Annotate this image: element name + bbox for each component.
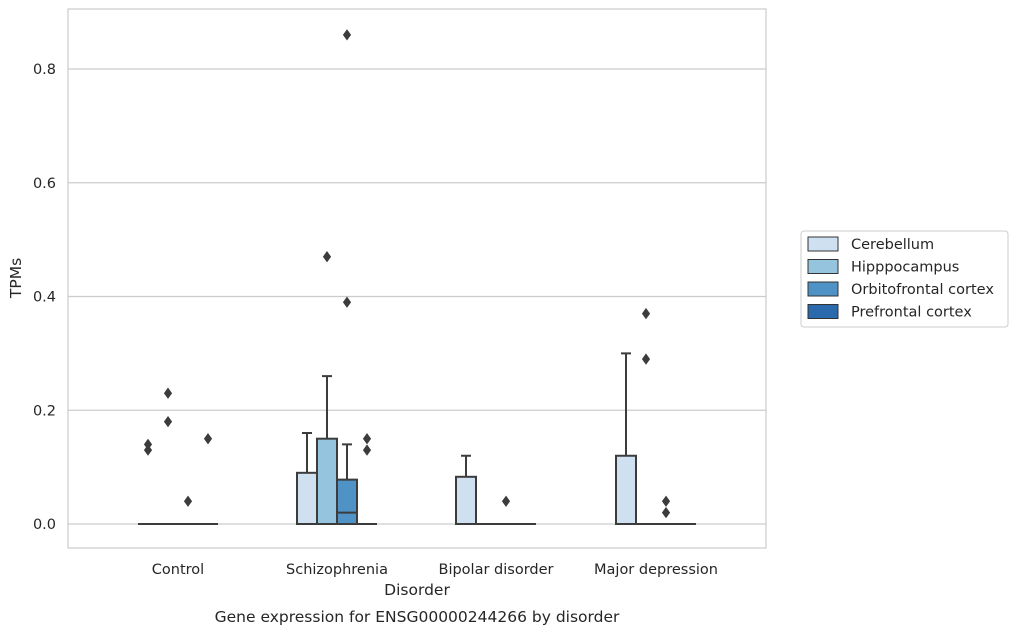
y-tick-label: 0.2 (33, 403, 56, 419)
box-rect (455, 475, 477, 526)
legend-frame (800, 230, 1009, 328)
legend-swatch (807, 281, 839, 297)
box-element (656, 495, 676, 525)
y-gridlines (68, 68, 766, 525)
box-element (336, 29, 358, 526)
x-tick-label: Control (152, 562, 204, 578)
y-axis-title: TPMs (7, 258, 25, 299)
legend-label: Hipppocampus (851, 260, 959, 276)
x-tick-labels: Control Schizophrenia Bipolar disorder Majo… (152, 562, 718, 578)
x-axis-title: Disorder (384, 581, 450, 599)
box-element (615, 352, 637, 525)
y-tick-label: 0.6 (33, 176, 56, 192)
plot-area-frame (67, 8, 767, 549)
box-series-layer (138, 29, 696, 526)
legend-items: Cerebellum Hipppocampus Orbitofrontal cort… (807, 236, 994, 321)
box-element (636, 307, 656, 525)
box-element (296, 432, 318, 525)
y-tick-labels: 0.0 0.2 0.4 0.6 0.8 (33, 62, 56, 533)
outlier-point (183, 495, 193, 507)
legend-swatch (807, 236, 839, 252)
legend-label: Cerebellum (851, 237, 934, 253)
series-prefrontal-cortex (198, 433, 696, 525)
legend-item: Hipppocampus (807, 259, 959, 276)
box-element (138, 438, 158, 525)
outlier-point (661, 495, 671, 507)
legend-label: Prefrontal cortex (851, 305, 972, 321)
x-tick-label: Bipolar disorder (439, 562, 554, 578)
box-rect (615, 454, 637, 525)
outlier-point (641, 307, 651, 320)
box-element (198, 433, 218, 525)
legend: Cerebellum Hipppocampus Orbitofrontal cort… (800, 230, 1009, 328)
box-rect (296, 471, 318, 525)
y-tick-label: 0.4 (33, 290, 56, 306)
outlier-point (661, 506, 671, 519)
series-orbitofrontal-cortex (178, 29, 676, 526)
outlier-point (203, 433, 213, 445)
box-element (455, 454, 477, 526)
box-element (496, 495, 516, 525)
box-rect (316, 437, 338, 525)
legend-swatch (807, 304, 839, 319)
series-cerebellum (138, 352, 637, 526)
outlier-point (143, 444, 153, 456)
outlier-point (163, 415, 173, 428)
legend-item: Cerebellum (807, 236, 934, 253)
outlier-point (362, 444, 372, 456)
outlier-point (342, 29, 352, 41)
box-element (178, 495, 198, 525)
x-tick-label: Major depression (594, 562, 718, 578)
legend-item: Orbitofrontal cortex (807, 281, 994, 298)
outlier-point (362, 433, 372, 445)
box-rect (336, 478, 358, 526)
outlier-point (322, 251, 332, 263)
outlier-point (641, 353, 651, 365)
legend-swatch (807, 259, 839, 274)
outlier-point (501, 495, 511, 507)
x-tick-label: Schizophrenia (286, 562, 388, 578)
box-element (316, 251, 338, 525)
legend-item: Prefrontal cortex (807, 304, 972, 321)
box-element (158, 387, 178, 525)
y-tick-label: 0.0 (33, 517, 56, 533)
legend-label: Orbitofrontal cortex (851, 282, 994, 298)
box-element (357, 433, 377, 525)
figure-caption: Gene expression for ENSG00000244266 by d… (215, 608, 620, 626)
series-hipppocampus (158, 251, 656, 525)
outlier-point (163, 387, 173, 399)
outlier-point (342, 296, 352, 308)
y-tick-label: 0.8 (33, 62, 56, 78)
